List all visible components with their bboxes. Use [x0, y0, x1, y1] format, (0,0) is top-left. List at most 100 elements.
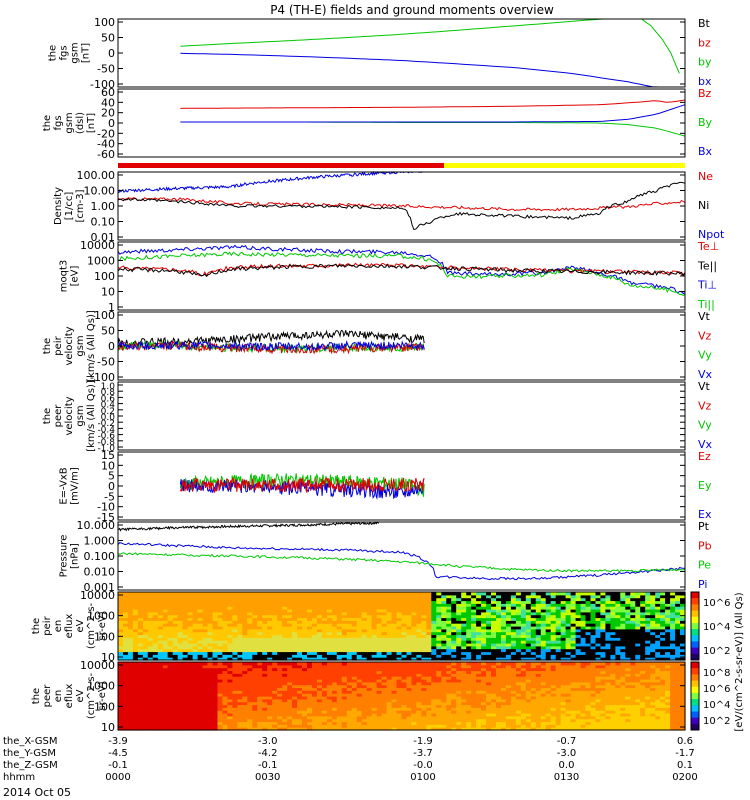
spectrogram-cell — [167, 718, 174, 723]
spectrogram-cell — [416, 648, 422, 653]
spectrogram-cell — [466, 609, 472, 613]
spectrogram-cell — [675, 626, 681, 630]
spectrogram-cell — [247, 727, 253, 731]
spectrogram-cell — [351, 623, 358, 627]
y-axis-label: moqt3 [eV] — [59, 260, 81, 293]
spectrogram-cell — [570, 592, 577, 596]
spectrogram-cell — [118, 648, 124, 653]
spectrogram-cell — [312, 637, 318, 641]
spectrogram-cell — [336, 600, 343, 604]
spectrogram-cell — [267, 645, 273, 650]
spectrogram-cell — [302, 645, 308, 650]
spectrogram-cell — [361, 631, 368, 636]
spectrogram-cell — [381, 654, 388, 658]
spectrogram-cell — [237, 637, 243, 641]
spectrogram-cell — [605, 626, 611, 630]
spectrogram-cell — [416, 597, 422, 602]
spectrogram-cell — [660, 592, 666, 596]
spectrogram-cell — [321, 634, 328, 638]
spectrogram-cell — [326, 662, 333, 666]
spectrogram-cell — [665, 631, 671, 636]
spectrogram-cell — [282, 597, 288, 602]
spectrogram-cell — [326, 676, 333, 680]
spectrogram-cell — [316, 631, 323, 636]
spectrogram-cell — [277, 713, 283, 717]
spectrogram-cell — [123, 597, 129, 602]
spectrogram-cell — [132, 676, 139, 680]
spectrogram-cell — [391, 609, 398, 613]
spectrogram-cell — [675, 600, 681, 604]
spectrogram-cell — [252, 631, 258, 636]
spectrogram-cell — [560, 600, 567, 604]
spectrogram-cell — [167, 684, 174, 689]
spectrogram-cell — [232, 684, 238, 689]
spectrogram-cell — [585, 609, 592, 613]
spectrogram-cell — [496, 611, 502, 616]
spectrogram-cell — [277, 617, 283, 621]
spectrogram-cell — [162, 693, 169, 697]
spectrogram-cell — [346, 657, 353, 661]
spectrogram-cell — [560, 643, 567, 647]
spectrogram-cell — [580, 640, 587, 644]
spectrogram-cell — [540, 626, 547, 630]
spectrogram-cell — [381, 693, 388, 697]
spectrogram-cell — [396, 634, 403, 638]
spectrogram-cell — [307, 681, 313, 686]
spectrogram-cell — [421, 611, 427, 616]
spectrogram-cell — [585, 645, 592, 650]
spectrogram-cell — [262, 594, 268, 599]
spectrogram-cell — [496, 628, 502, 633]
spectrogram-cell — [645, 603, 651, 607]
spectrogram-cell — [197, 715, 204, 720]
spectrogram-cell — [152, 707, 159, 711]
spectrogram-cell — [461, 600, 467, 604]
spectrogram-cell — [461, 715, 467, 720]
spectrogram-cell — [302, 667, 308, 672]
spectrogram-cell — [157, 681, 164, 686]
spectrogram-cell — [177, 690, 184, 694]
spectrogram-cell — [486, 667, 492, 672]
legend-entry-Vy: Vy — [698, 419, 712, 432]
spectrogram-cell — [476, 614, 482, 619]
spectrogram-cell — [615, 620, 621, 624]
spectrogram-cell — [182, 696, 189, 700]
spectrogram-cell — [227, 594, 233, 599]
spectrogram-cell — [267, 654, 273, 658]
spectrogram-cell — [466, 628, 472, 633]
y-tick-label: 0 — [108, 117, 115, 130]
spectrogram-cell — [127, 724, 134, 728]
spectrogram-cell — [366, 614, 373, 619]
spectrogram-cell — [496, 698, 502, 703]
spectrogram-cell — [386, 696, 393, 700]
spectrogram-cell — [446, 626, 452, 630]
spectrogram-cell — [361, 617, 368, 621]
spectrogram-cell — [157, 597, 164, 602]
spectrogram-cell — [147, 701, 154, 706]
spectrogram-cell — [416, 696, 422, 700]
spectrogram-cell — [118, 614, 124, 619]
spectrogram-cell — [167, 704, 174, 708]
spectrogram-cell — [356, 727, 363, 731]
spectrogram-cell — [411, 614, 417, 619]
spectrogram-cell — [645, 592, 651, 596]
spectrogram-cell — [123, 634, 129, 638]
y-label-line: sr-eV) — [97, 611, 108, 640]
spectrogram-cell — [356, 640, 363, 644]
spectrogram-cell — [127, 628, 134, 633]
spectrogram-cell — [456, 603, 462, 607]
spectrogram-cell — [257, 606, 263, 610]
spectrogram-cell — [366, 727, 373, 731]
spectrogram-cell — [351, 698, 358, 703]
spectrogram-cell — [505, 609, 512, 613]
spectrogram-cell — [157, 603, 164, 607]
legend-entry-Te||: Te|| — [697, 259, 717, 272]
spectrogram-cell — [476, 606, 482, 610]
spectrogram-cell — [416, 594, 422, 599]
spectrogram-cell — [272, 687, 278, 691]
spectrogram-cell — [580, 628, 587, 633]
spectrogram-cell — [371, 693, 378, 697]
spectrogram-cell — [192, 634, 199, 638]
spectrogram-cell — [147, 704, 154, 708]
spectrogram-cell — [207, 645, 214, 650]
y-tick-label: -0.4 — [97, 425, 115, 435]
